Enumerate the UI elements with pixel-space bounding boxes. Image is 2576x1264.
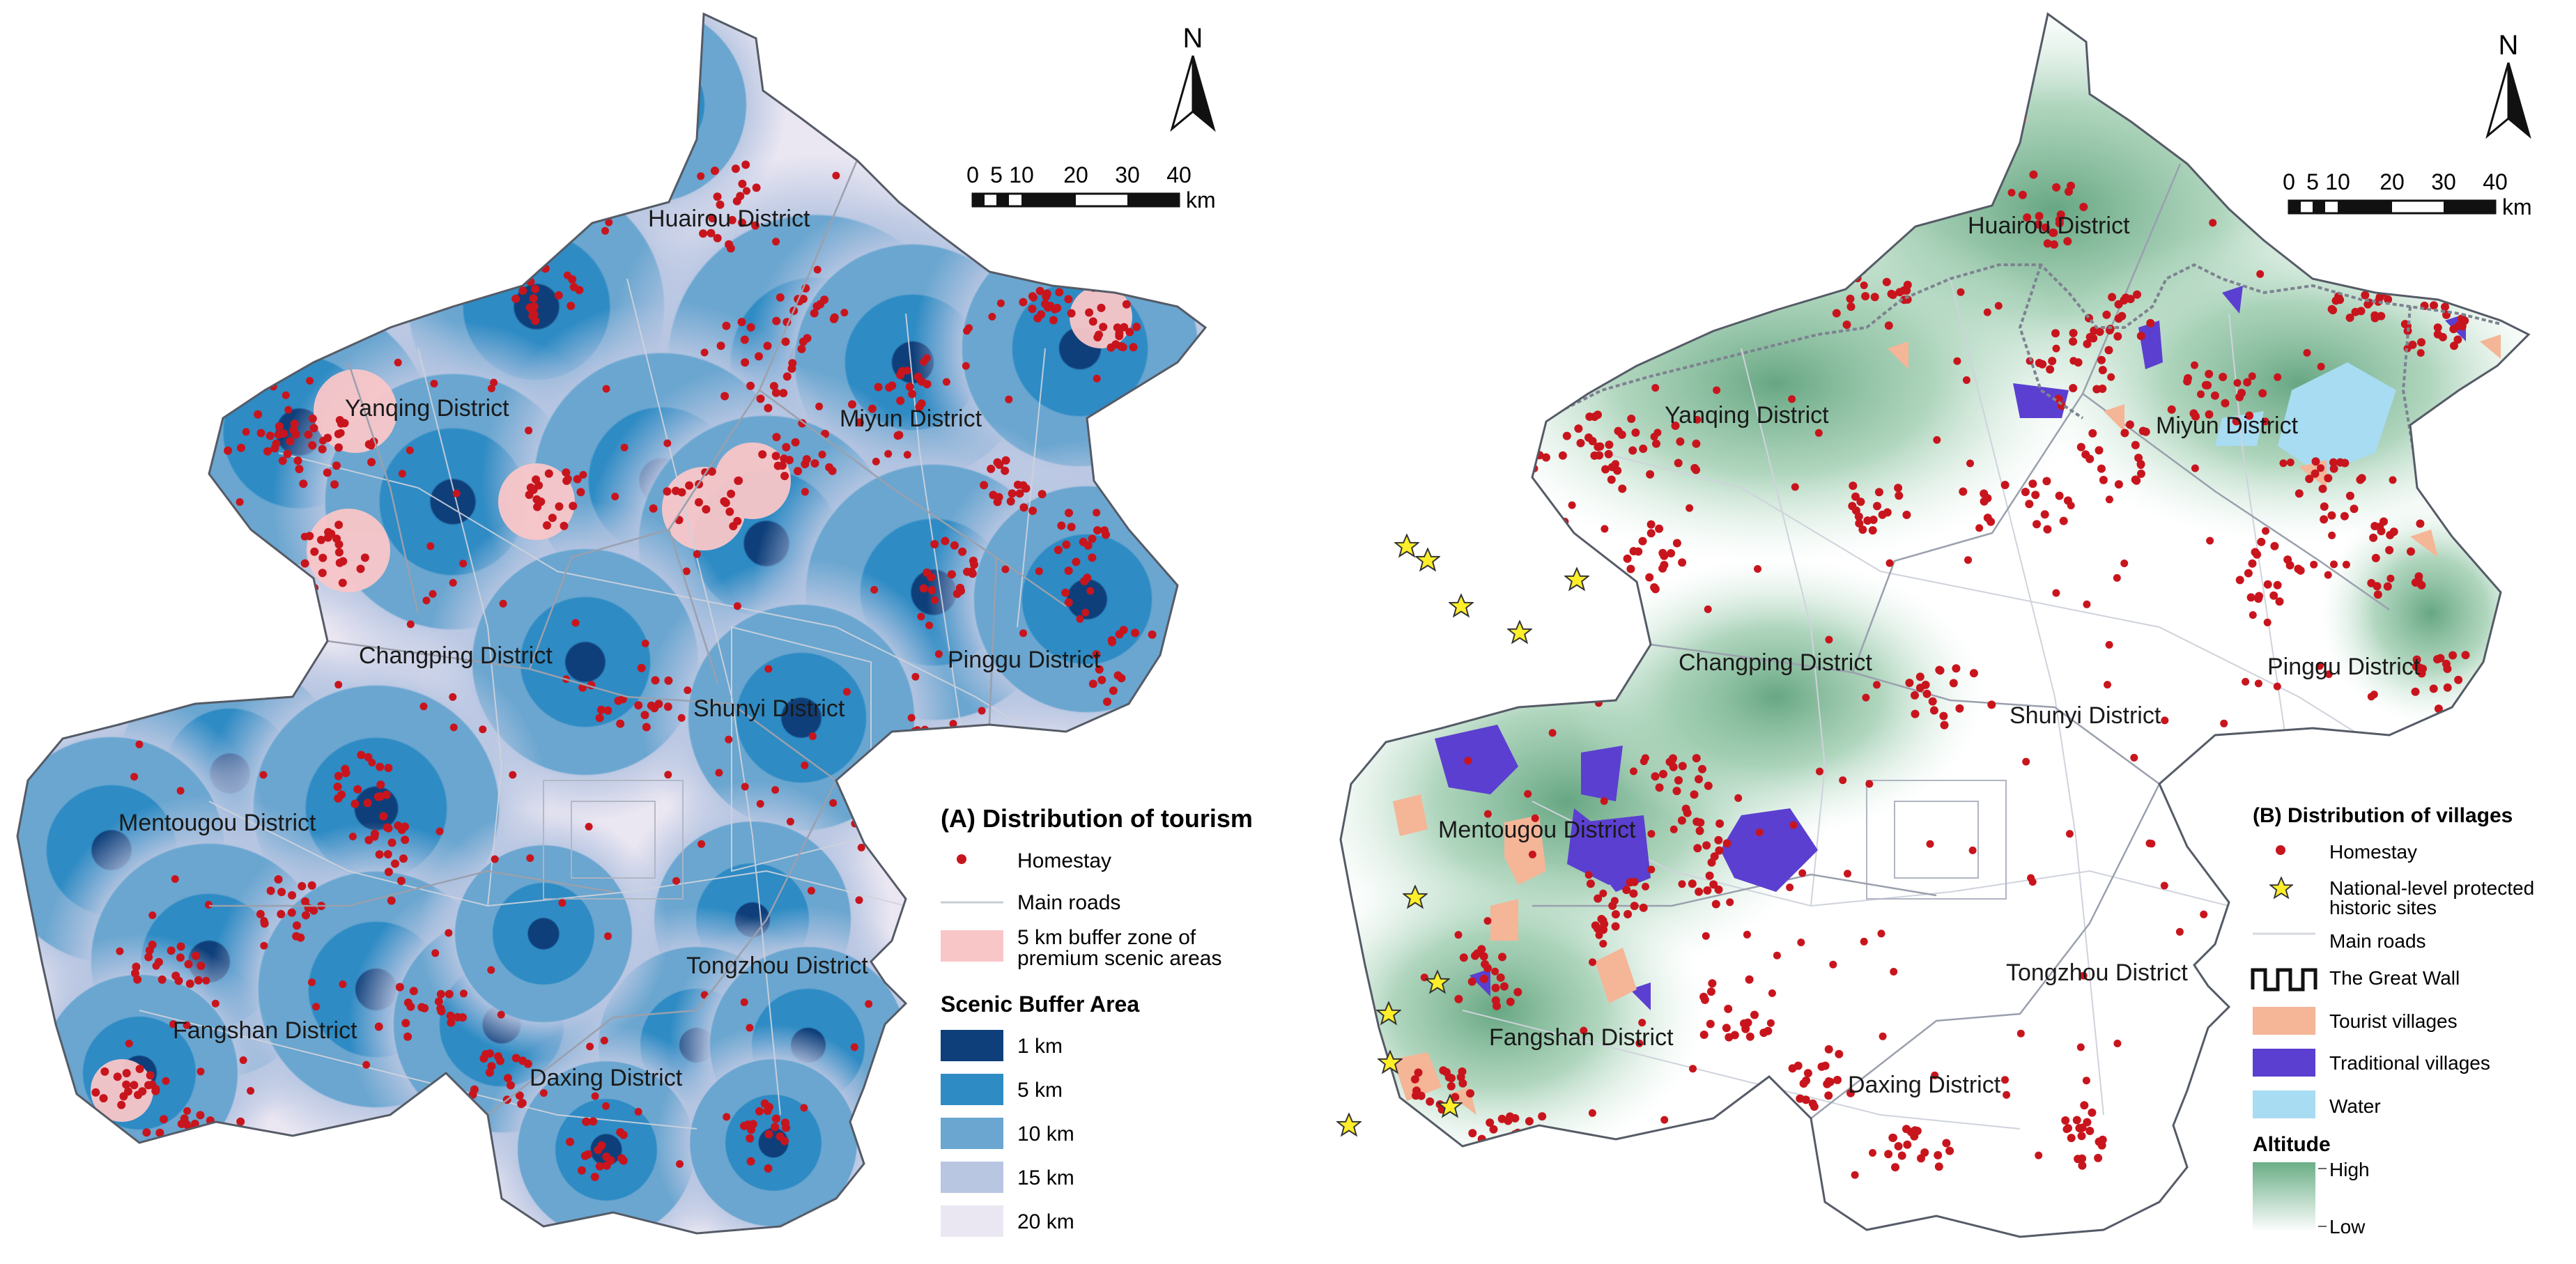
north-label: N bbox=[2499, 30, 2519, 61]
altitude-title: Altitude bbox=[2253, 1133, 2331, 1156]
legend-main-roads: Main roads bbox=[1017, 891, 1120, 914]
scale-tick-10: 10 bbox=[1009, 162, 1034, 187]
district-label-changping: Changping District bbox=[1679, 649, 1872, 676]
buffer-swatch-2 bbox=[941, 1118, 1003, 1149]
legend-traditional-villages: Traditional villages bbox=[2329, 1052, 2490, 1074]
legend-premium-line1: 5 km buffer zone of bbox=[1017, 926, 1196, 949]
legend-premium-line2: premium scenic areas bbox=[1017, 947, 1221, 970]
great-wall-icon bbox=[2251, 968, 2317, 992]
altitude-high-label: High bbox=[2329, 1159, 2370, 1180]
scale-tick-5: 5 bbox=[990, 162, 1003, 187]
great-wall-branch bbox=[2018, 264, 2084, 419]
tourist-villages bbox=[1393, 101, 2501, 1115]
legend-title: (A) Distribution of tourism bbox=[941, 804, 1253, 833]
scale-bar: 0 5 10 20 30 40 km bbox=[2283, 169, 2532, 219]
legend-water: Water bbox=[2329, 1095, 2381, 1117]
district-label-shunyi: Shunyi District bbox=[693, 695, 845, 722]
water-legend-swatch bbox=[2253, 1090, 2315, 1118]
scale-tick-10: 10 bbox=[2325, 169, 2350, 194]
district-label-daxing: Daxing District bbox=[1848, 1072, 2001, 1098]
north-arrow: N bbox=[2485, 30, 2531, 139]
legend-homestay: Homestay bbox=[1017, 849, 1111, 872]
district-label-yanqing: Yanqing District bbox=[345, 395, 509, 422]
buffer-legend-title: Scenic Buffer Area bbox=[941, 992, 1139, 1017]
scale-bar: 0 5 10 20 30 40 km bbox=[966, 162, 1216, 213]
legend-sites-line1: National-level protected bbox=[2329, 877, 2534, 899]
buffer-label-1: 5 km bbox=[1017, 1079, 1063, 1102]
panel-tourism-map: Huairou District Yanqing District Miyun … bbox=[16, 13, 1253, 1237]
legend-great-wall: The Great Wall bbox=[2329, 967, 2460, 989]
legend-sites-line2: historic sites bbox=[2329, 897, 2437, 918]
scale-tick-0: 0 bbox=[2283, 169, 2295, 194]
district-label-tongzhou: Tongzhou District bbox=[2006, 959, 2188, 986]
scale-tick-40: 40 bbox=[2483, 169, 2508, 194]
district-boundaries bbox=[1532, 163, 2390, 1119]
homestay-legend-dot bbox=[957, 854, 966, 864]
buffer-swatch-3 bbox=[941, 1162, 1003, 1193]
district-label-huairou: Huairou District bbox=[648, 206, 810, 232]
scale-unit: km bbox=[2502, 194, 2532, 219]
buffer-label-2: 10 km bbox=[1017, 1123, 1074, 1146]
district-label-tongzhou: Tongzhou District bbox=[686, 953, 868, 979]
buffer-swatch-0 bbox=[941, 1030, 1003, 1061]
district-label-fangshan: Fangshan District bbox=[1489, 1024, 1674, 1051]
district-label-yanqing: Yanqing District bbox=[1665, 402, 1829, 429]
district-label-huairou: Huairou District bbox=[1968, 213, 2130, 239]
district-label-pinggu: Pinggu District bbox=[948, 647, 1101, 673]
legend-homestay: Homestay bbox=[2329, 841, 2417, 863]
district-label-mentougou: Mentougou District bbox=[1438, 817, 1636, 843]
buffer-swatch-4 bbox=[941, 1205, 1003, 1237]
panel-villages-map: Huairou District Yanqing District Miyun … bbox=[1288, 0, 2576, 1264]
homestay-legend-dot bbox=[2276, 845, 2285, 855]
legend-main-roads: Main roads bbox=[2329, 930, 2426, 952]
north-arrow: N bbox=[1170, 23, 1216, 132]
homestay-points bbox=[91, 82, 1173, 1182]
altitude-low-label: Low bbox=[2329, 1216, 2366, 1238]
traditional-legend-swatch bbox=[2253, 1049, 2315, 1077]
legend-tourist-villages: Tourist villages bbox=[2329, 1010, 2458, 1032]
legend-villages: (B) Distribution of villages Homestay Na… bbox=[2251, 804, 2534, 1238]
buffer-label-0: 1 km bbox=[1017, 1035, 1063, 1058]
district-boundaries bbox=[209, 160, 1067, 1116]
scale-unit: km bbox=[1186, 187, 1216, 213]
north-label: N bbox=[1183, 23, 1203, 54]
district-label-mentougou: Mentougou District bbox=[118, 810, 316, 836]
legend-tourism: (A) Distribution of tourism Homestay Mai… bbox=[941, 804, 1253, 1237]
premium-legend-swatch bbox=[941, 930, 1003, 962]
district-label-miyun: Miyun District bbox=[840, 406, 982, 432]
district-label-changping: Changping District bbox=[359, 642, 553, 669]
district-label-fangshan: Fangshan District bbox=[173, 1017, 357, 1044]
scale-tick-0: 0 bbox=[966, 162, 979, 187]
scale-tick-30: 30 bbox=[1115, 162, 1140, 187]
star-icon bbox=[2269, 877, 2293, 899]
scale-tick-5: 5 bbox=[2306, 169, 2319, 194]
scale-tick-20: 20 bbox=[2380, 169, 2405, 194]
main-roads bbox=[1462, 278, 2411, 1130]
buffer-label-3: 15 km bbox=[1017, 1166, 1074, 1189]
buffer-label-4: 20 km bbox=[1017, 1210, 1074, 1233]
district-label-shunyi: Shunyi District bbox=[2010, 702, 2161, 729]
scale-tick-40: 40 bbox=[1166, 162, 1191, 187]
tourist-legend-swatch bbox=[2253, 1007, 2315, 1035]
district-label-daxing: Daxing District bbox=[530, 1065, 683, 1091]
great-wall-line bbox=[1545, 263, 2501, 419]
altitude-gradient-swatch bbox=[2253, 1162, 2315, 1232]
scale-tick-30: 30 bbox=[2431, 169, 2456, 194]
buffer-swatch-1 bbox=[941, 1074, 1003, 1105]
legend-title: (B) Distribution of villages bbox=[2253, 804, 2513, 827]
district-label-miyun: Miyun District bbox=[2156, 413, 2299, 439]
district-label-pinggu: Pinggu District bbox=[2267, 654, 2421, 680]
scale-tick-20: 20 bbox=[1063, 162, 1088, 187]
